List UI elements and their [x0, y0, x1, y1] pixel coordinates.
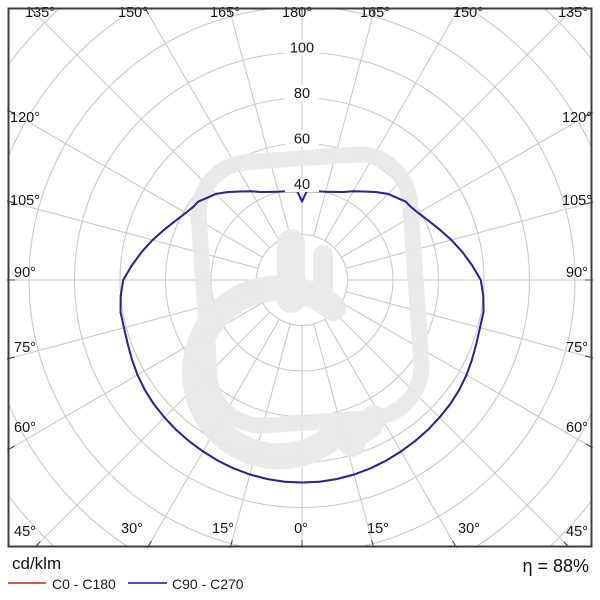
angle-label: 45° — [566, 524, 588, 540]
angle-label: 120° — [10, 110, 40, 126]
efficiency-label: η = 88% — [522, 556, 589, 576]
angle-label: 15° — [367, 521, 389, 537]
curve-c90-c270 — [119, 190, 485, 484]
angle-label: 45° — [14, 524, 36, 540]
radial-tick-label: 100 — [290, 41, 314, 57]
legend-line-c90-c270-icon — [128, 582, 167, 584]
angle-label: 90° — [566, 265, 588, 281]
angle-label: 120° — [562, 110, 592, 126]
angle-label: 165° — [360, 5, 390, 21]
radial-tick-label: 40 — [294, 177, 310, 193]
angle-label: 60° — [566, 420, 588, 436]
angle-label: 105° — [10, 193, 40, 209]
angle-label: 15° — [212, 521, 234, 537]
legend-line-c0-c180-icon — [8, 582, 46, 584]
angle-label: 90° — [14, 265, 36, 281]
angle-label: 150° — [118, 5, 148, 21]
radial-labels: 40 60 80 100 — [285, 39, 319, 193]
angle-label: 135° — [25, 5, 55, 21]
angle-label: 180° — [282, 5, 312, 21]
plot-border — [7, 7, 593, 548]
angle-label: 30° — [121, 521, 143, 537]
angle-label: 30° — [458, 521, 480, 537]
watermark-logo-icon — [181, 146, 430, 470]
angle-label: 150° — [453, 5, 483, 21]
radial-tick-label: 60 — [294, 132, 310, 148]
legend-label-c0-c180: C0 - C180 — [52, 576, 116, 592]
angle-label: 60° — [14, 420, 36, 436]
angle-label: 165° — [210, 5, 240, 21]
unit-label: cd/klm — [12, 554, 62, 573]
angle-label: 105° — [562, 193, 592, 209]
angle-label: 75° — [14, 340, 36, 356]
angle-label: 135° — [558, 5, 588, 21]
angle-label: 75° — [566, 340, 588, 356]
angle-label: 0° — [294, 521, 308, 537]
legend-label-c90-c270: C90 - C270 — [172, 576, 244, 592]
radial-tick-label: 80 — [294, 86, 310, 102]
